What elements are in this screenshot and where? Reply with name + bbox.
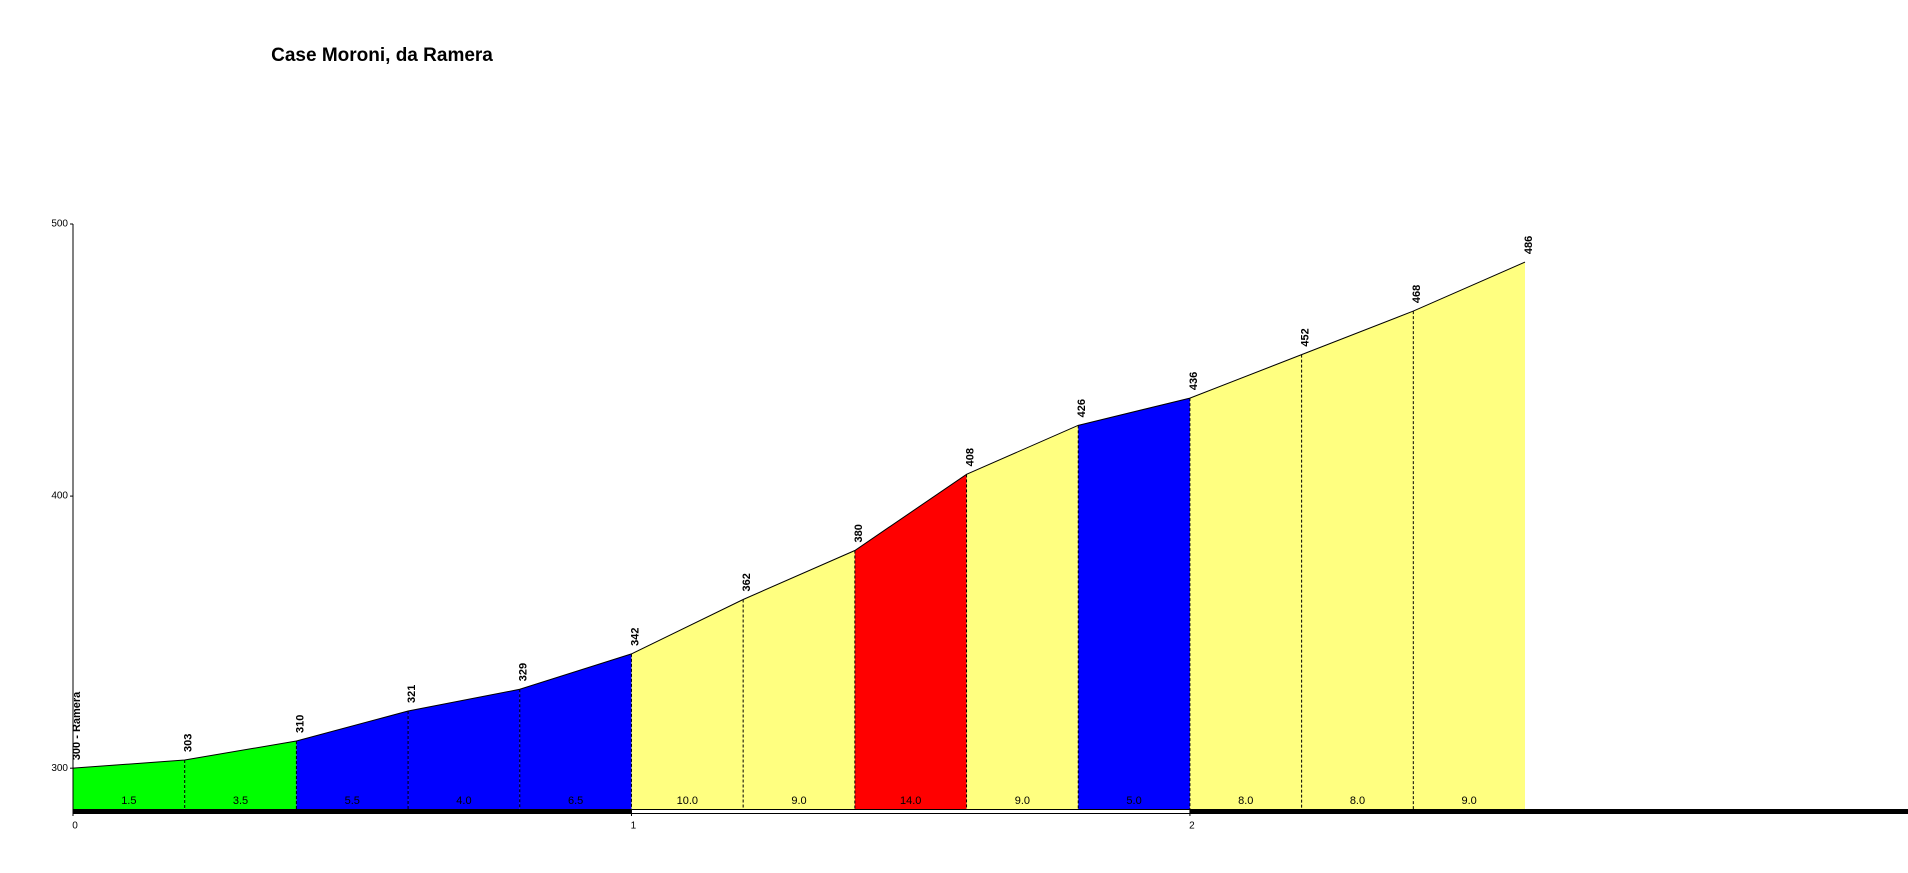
elevation-label: 380	[853, 524, 865, 542]
profile-segment	[966, 425, 1079, 809]
elevation-label: 362	[741, 573, 753, 591]
km-bar-white	[631, 810, 1190, 813]
x-tick-label: 0	[72, 821, 78, 832]
profile-segment	[631, 599, 744, 809]
gradient-label: 1.5	[121, 795, 136, 807]
profile-segment	[854, 474, 967, 809]
profile-segment	[408, 689, 520, 809]
elevation-label: 321	[406, 685, 418, 703]
profile-segment	[519, 653, 632, 809]
gradient-label: 10.0	[677, 795, 698, 807]
gradient-label: 14.0	[900, 795, 921, 807]
y-tick-label: 500	[51, 219, 68, 230]
x-tick-label: 1	[631, 821, 637, 832]
profile-segment	[1078, 398, 1190, 809]
gradient-label: 6.5	[568, 795, 583, 807]
gradient-label: 9.0	[1462, 795, 1477, 807]
elevation-label: 408	[964, 448, 976, 466]
gradient-label: 9.0	[791, 795, 806, 807]
gradient-label: 4.0	[456, 795, 471, 807]
elevation-label: 436	[1188, 372, 1200, 390]
y-tick-label: 300	[51, 763, 68, 774]
gradient-label: 8.0	[1350, 795, 1365, 807]
elevation-label: 486	[1523, 236, 1535, 254]
profile-segment	[1413, 262, 1525, 809]
elevation-label: 342	[629, 628, 641, 646]
chart-title: Case Moroni, da Ramera	[271, 45, 493, 66]
gradient-label: 9.0	[1015, 795, 1030, 807]
elevation-label: 310	[294, 715, 306, 733]
elevation-label: 452	[1300, 328, 1312, 346]
y-tick-label: 400	[51, 491, 68, 502]
gradient-label: 5.0	[1126, 795, 1141, 807]
profile-segment	[73, 760, 185, 809]
elevation-label: 303	[183, 734, 195, 752]
profile-segment	[743, 550, 855, 809]
elevation-label: 300 - Ramera	[71, 691, 83, 760]
profile-segment	[1301, 311, 1414, 809]
profile-segment	[184, 740, 297, 809]
x-tick-label: 2	[1189, 821, 1195, 832]
profile-segment	[1189, 354, 1302, 809]
gradient-label: 3.5	[233, 795, 248, 807]
profile-line	[72, 261, 1526, 769]
elevation-label: 468	[1411, 285, 1423, 303]
elevation-label: 426	[1076, 399, 1088, 417]
gradient-label: 8.0	[1238, 795, 1253, 807]
profile-segment	[296, 711, 409, 809]
elevation-label: 329	[518, 663, 530, 681]
gradient-label: 5.5	[345, 795, 360, 807]
